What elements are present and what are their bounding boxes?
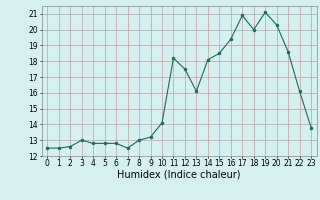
X-axis label: Humidex (Indice chaleur): Humidex (Indice chaleur) bbox=[117, 170, 241, 180]
